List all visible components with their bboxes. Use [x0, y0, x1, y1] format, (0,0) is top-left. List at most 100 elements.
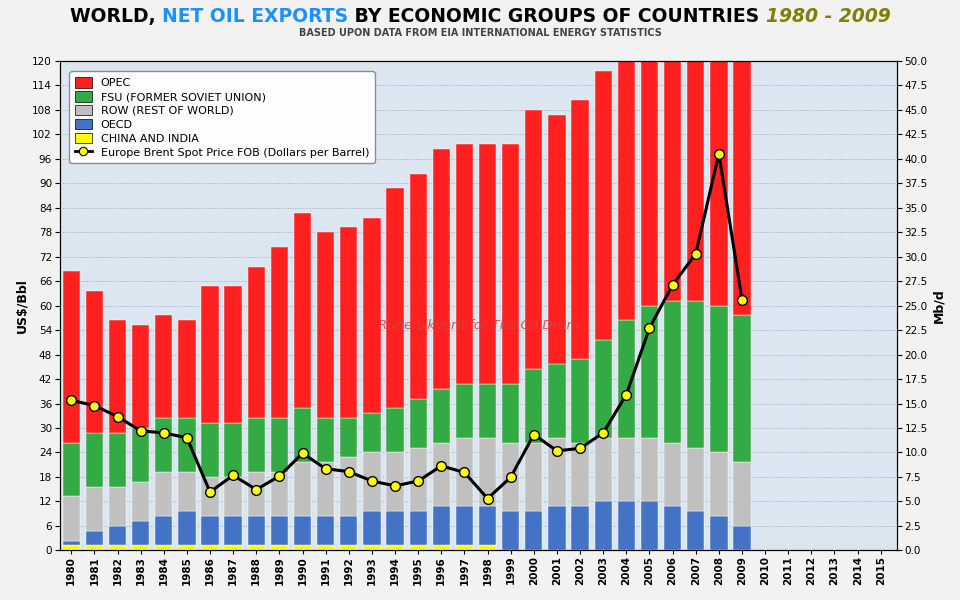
Bar [571, 443, 588, 506]
Bar [271, 247, 288, 418]
Bar [62, 443, 80, 496]
Bar [710, 516, 728, 550]
Bar [687, 301, 705, 448]
Bar [456, 545, 473, 550]
Bar [710, 305, 728, 452]
Bar [617, 502, 635, 550]
Bar [179, 418, 196, 472]
Bar [548, 506, 565, 550]
Bar [248, 472, 265, 516]
Bar [617, 22, 635, 320]
Bar [525, 369, 542, 443]
Bar [225, 545, 242, 550]
Legend: OPEC, FSU (FORMER SOVIET UNION), ROW (REST OF WORLD), OECD, CHINA AND INDIA, Eur: OPEC, FSU (FORMER SOVIET UNION), ROW (RE… [69, 71, 374, 163]
Bar [410, 545, 427, 550]
Bar [132, 521, 150, 545]
Bar [479, 144, 496, 384]
Bar [294, 516, 311, 545]
Bar [617, 438, 635, 502]
Bar [132, 325, 150, 428]
Bar [410, 398, 427, 448]
Bar [664, 0, 682, 301]
Bar [386, 511, 404, 545]
Bar [202, 423, 219, 477]
Bar [479, 384, 496, 438]
Bar [248, 545, 265, 550]
Bar [202, 477, 219, 516]
Bar [363, 218, 380, 413]
Bar [132, 482, 150, 521]
Bar [525, 511, 542, 550]
Bar [479, 545, 496, 550]
Text: WORLD,: WORLD, [70, 7, 162, 26]
Bar [225, 286, 242, 423]
Bar [733, 462, 751, 526]
Bar [433, 149, 450, 389]
Bar [363, 452, 380, 511]
Bar [225, 516, 242, 545]
Bar [433, 443, 450, 506]
Bar [85, 291, 103, 433]
Bar [386, 452, 404, 511]
Text: Rune Likvern for The Oil Drum: Rune Likvern for The Oil Drum [377, 319, 579, 332]
Bar [710, 0, 728, 305]
Bar [664, 506, 682, 550]
Bar [525, 110, 542, 369]
Bar [479, 506, 496, 545]
Bar [502, 384, 519, 443]
Bar [132, 428, 150, 482]
Bar [156, 545, 173, 550]
Bar [62, 541, 80, 545]
Bar [594, 340, 612, 438]
Bar [548, 364, 565, 438]
Text: BASED UPON DATA FROM EIA INTERNATIONAL ENERGY STATISTICS: BASED UPON DATA FROM EIA INTERNATIONAL E… [299, 28, 661, 38]
Bar [386, 409, 404, 452]
Bar [456, 438, 473, 506]
Bar [317, 462, 334, 516]
Bar [156, 472, 173, 516]
Bar [687, 448, 705, 511]
Bar [340, 227, 357, 418]
Bar [85, 545, 103, 550]
Bar [410, 173, 427, 398]
Bar [640, 438, 659, 502]
Bar [179, 320, 196, 418]
Bar [340, 457, 357, 516]
Bar [710, 452, 728, 516]
Bar [479, 438, 496, 506]
Bar [664, 301, 682, 443]
Bar [202, 286, 219, 423]
Text: 1980 - 2009: 1980 - 2009 [765, 7, 890, 26]
Bar [525, 443, 542, 511]
Bar [179, 545, 196, 550]
Bar [85, 487, 103, 531]
Bar [108, 433, 126, 487]
Bar [248, 516, 265, 545]
Bar [317, 418, 334, 462]
Bar [317, 232, 334, 418]
Bar [456, 144, 473, 384]
Bar [433, 389, 450, 443]
Bar [156, 516, 173, 545]
Bar [363, 413, 380, 452]
Bar [202, 545, 219, 550]
Bar [271, 545, 288, 550]
Text: NET OIL EXPORTS: NET OIL EXPORTS [162, 7, 348, 26]
Bar [62, 271, 80, 443]
Y-axis label: US$/Bbl: US$/Bbl [15, 278, 28, 333]
Bar [733, 526, 751, 550]
Bar [179, 511, 196, 545]
Bar [202, 516, 219, 545]
Bar [317, 545, 334, 550]
Bar [502, 443, 519, 511]
Bar [271, 516, 288, 545]
Bar [502, 144, 519, 384]
Bar [410, 448, 427, 511]
Bar [456, 506, 473, 545]
Bar [179, 472, 196, 511]
Bar [617, 320, 635, 438]
Bar [132, 545, 150, 550]
Bar [248, 266, 265, 418]
Bar [664, 443, 682, 506]
Bar [225, 423, 242, 477]
